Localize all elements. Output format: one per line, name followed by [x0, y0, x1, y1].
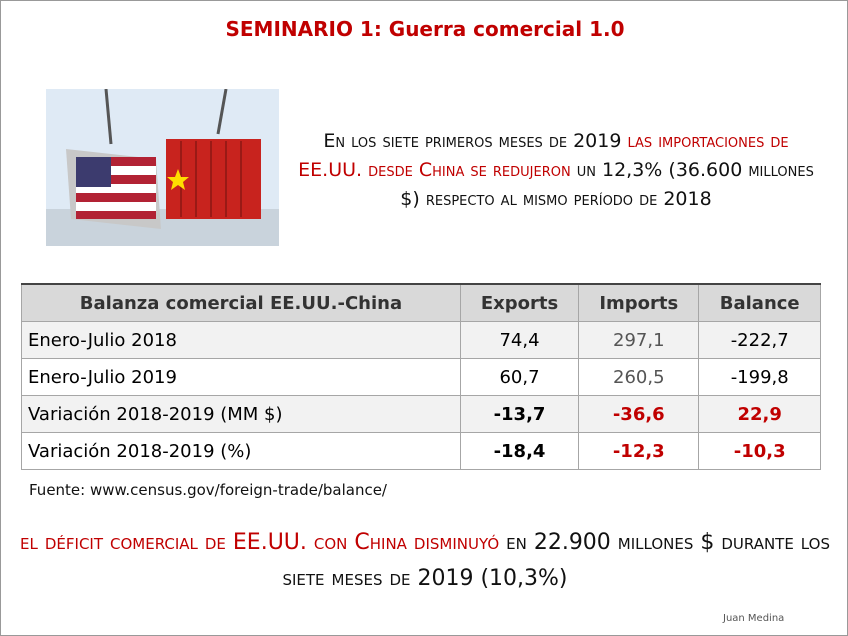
header-row: Balanza comercial EE.UU.-China Exports Imp…	[21, 283, 821, 322]
header-cell: Balance	[698, 283, 821, 322]
table-cell: -36,6	[578, 395, 700, 433]
text: un 12,3% (36.600 millones $) respecto al…	[400, 159, 814, 210]
table-cell: Enero-Julio 2019	[21, 358, 461, 396]
table-cell: -222,7	[698, 321, 821, 359]
table-cell: -12,3	[578, 432, 700, 470]
table-row: Enero-Julio 2019 60,7 260,5 -199,8	[21, 358, 821, 396]
table-cell: -18,4	[459, 432, 580, 470]
table-cell: 60,7	[459, 358, 580, 396]
header-cell: Exports	[459, 283, 580, 322]
header-cell: Balanza comercial EE.UU.-China	[21, 283, 461, 322]
intro-text: En los siete primeros meses de 2019 las …	[291, 127, 821, 214]
conclusion: el déficit comercial de EE.UU. con China…	[11, 525, 839, 597]
highlight: el déficit comercial de EE.UU. con China…	[20, 530, 500, 555]
table-cell: 260,5	[578, 358, 700, 396]
table-cell: Enero-Julio 2018	[21, 321, 461, 359]
table-cell: -199,8	[698, 358, 821, 396]
source: Fuente: www.census.gov/foreign-trade/bal…	[29, 481, 387, 499]
header-cell: Imports	[578, 283, 700, 322]
title: SEMINARIO 1: Guerra comercial 1.0	[225, 17, 625, 41]
table-row: Variación 2018-2019 (%) -18,4 -12,3 -10,3	[21, 432, 821, 470]
text: en 22.900 millones $ durante los siete m…	[282, 530, 830, 591]
text: En los siete primeros meses de 2019	[323, 130, 628, 152]
table-row: Enero-Julio 2018 74,4 297,1 -222,7	[21, 321, 821, 359]
table-cell: 297,1	[578, 321, 700, 359]
table-cell: Variación 2018-2019 (MM $)	[21, 395, 461, 433]
containers-image	[46, 89, 279, 246]
table-cell: -10,3	[698, 432, 821, 470]
table-row: Variación 2018-2019 (MM $) -13,7 -36,6 22,9	[21, 395, 821, 433]
highlight: las importaciones de EE.UU. desde China …	[298, 130, 789, 181]
table-cell: Variación 2018-2019 (%)	[21, 432, 461, 470]
author: Juan Medina	[723, 613, 785, 624]
table-cell: 74,4	[459, 321, 580, 359]
table-cell: 22,9	[698, 395, 821, 433]
trade-table: Balanza comercial EE.UU.-China Exports Imp…	[21, 283, 821, 470]
table-cell: -13,7	[459, 395, 580, 433]
